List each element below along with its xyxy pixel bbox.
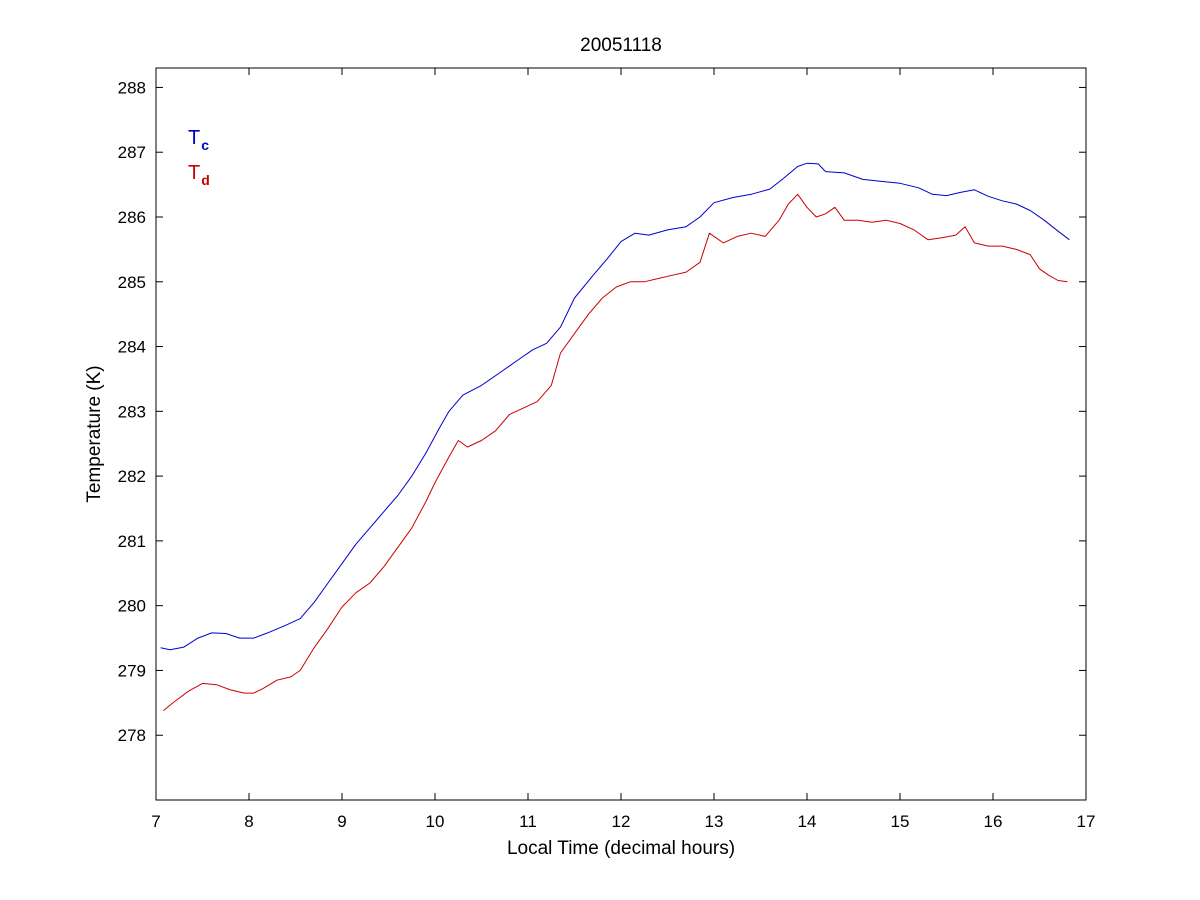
y-tick-label: 281 (118, 532, 146, 551)
legend-entry-name: T (188, 162, 200, 184)
legend-entry-td: Td (188, 162, 210, 188)
legend-entry-name: T (188, 127, 200, 149)
x-tick-label: 11 (519, 812, 537, 831)
x-tick-label: 16 (984, 812, 1003, 831)
y-axis: 278 279 280 281 282 283 284 285 286 287 288 (118, 78, 1086, 745)
y-tick-label: 282 (118, 467, 146, 486)
plot-area (155, 67, 1087, 801)
x-tick-label: 9 (337, 812, 346, 831)
legend-entry-tc: Tc (188, 127, 209, 153)
legend-entry-subscript: d (201, 172, 210, 188)
x-tick-label: 8 (244, 812, 253, 831)
y-tick-label: 286 (118, 208, 146, 227)
x-tick-label: 17 (1077, 812, 1096, 831)
y-tick-label: 287 (118, 143, 146, 162)
x-tick-label: 13 (705, 812, 724, 831)
y-tick-label: 283 (118, 402, 146, 421)
x-axis: 7 8 9 10 11 12 13 14 15 16 17 (151, 68, 1095, 831)
y-tick-label: 279 (118, 661, 146, 680)
series-layer (160, 162, 1070, 711)
x-tick-label: 7 (151, 812, 160, 831)
x-tick-label: 14 (798, 812, 817, 831)
y-tick-label: 285 (118, 273, 146, 292)
y-axis-title: Temperature (K) (84, 365, 105, 502)
x-tick-label: 10 (426, 812, 445, 831)
y-tick-label: 288 (118, 78, 146, 97)
x-tick-label: 15 (891, 812, 910, 831)
x-tick-label: 12 (612, 812, 631, 831)
y-tick-label: 280 (118, 597, 146, 616)
y-tick-label: 284 (118, 338, 146, 357)
legend-entry-subscript: c (201, 137, 209, 153)
chart-title: 20051118 (580, 35, 662, 56)
x-axis-title: Local Time (decimal hours) (507, 838, 735, 859)
y-tick-label: 278 (118, 726, 146, 745)
series-line-td (163, 193, 1068, 711)
series-line-tc (160, 162, 1070, 651)
